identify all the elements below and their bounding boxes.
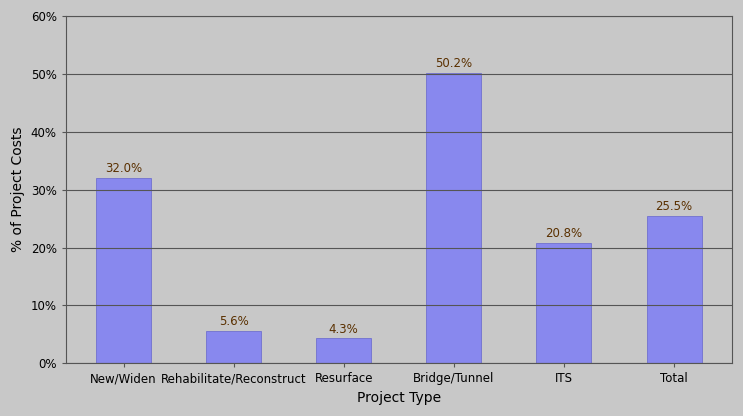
- Bar: [317, 339, 372, 363]
- Text: 25.5%: 25.5%: [655, 200, 692, 213]
- Bar: [426, 73, 481, 363]
- Y-axis label: % of Project Costs: % of Project Costs: [11, 127, 25, 253]
- Bar: [96, 178, 151, 363]
- Bar: [206, 331, 261, 363]
- Text: 4.3%: 4.3%: [329, 322, 359, 336]
- Bar: [536, 243, 591, 363]
- Text: 5.6%: 5.6%: [218, 315, 248, 328]
- Text: 32.0%: 32.0%: [105, 162, 142, 175]
- X-axis label: Project Type: Project Type: [357, 391, 441, 405]
- Text: 50.2%: 50.2%: [435, 57, 473, 70]
- Bar: [646, 216, 701, 363]
- Text: 20.8%: 20.8%: [545, 227, 583, 240]
